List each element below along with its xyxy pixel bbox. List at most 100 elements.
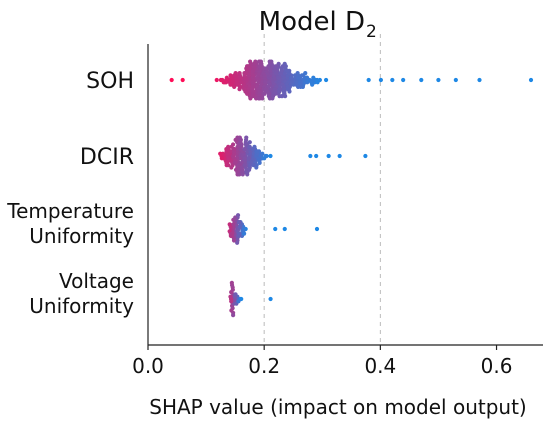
shap-point xyxy=(265,89,270,94)
shap-point xyxy=(282,61,287,66)
shap-point xyxy=(233,215,238,220)
shap-point xyxy=(257,59,262,64)
shap-point xyxy=(219,156,224,161)
shap-point xyxy=(180,77,185,83)
shap-point xyxy=(228,73,233,78)
chart-title: Model D 2 xyxy=(259,7,377,42)
shap-point xyxy=(247,140,252,145)
shap-point xyxy=(390,77,395,83)
shap-point xyxy=(226,163,231,168)
shap-point xyxy=(295,71,300,76)
shap-point xyxy=(235,213,241,218)
feature-label: DCIR xyxy=(80,145,134,170)
shap-point xyxy=(311,75,316,80)
shap-point xyxy=(232,84,237,89)
shap-point xyxy=(244,91,250,96)
shap-point xyxy=(267,59,272,64)
shap-point xyxy=(230,142,236,147)
shap-point xyxy=(270,94,276,99)
shap-point xyxy=(303,71,308,76)
shap-point xyxy=(236,299,241,304)
shap-point xyxy=(314,226,320,232)
shap-point xyxy=(285,68,290,73)
shap-point xyxy=(315,80,320,85)
shap-point xyxy=(237,71,242,76)
shap-point xyxy=(244,135,249,140)
shap-point xyxy=(337,153,342,159)
shap-point xyxy=(274,64,279,69)
shap-point xyxy=(267,96,272,101)
shap-point xyxy=(308,153,313,159)
shap-point xyxy=(242,163,247,168)
shap-point xyxy=(285,87,291,92)
shap-point xyxy=(232,147,237,152)
shap-point xyxy=(277,89,282,94)
shap-point xyxy=(304,75,309,80)
shap-point xyxy=(236,220,242,225)
shap-point xyxy=(224,75,229,80)
shap-point xyxy=(228,82,233,87)
shap-point xyxy=(268,153,273,159)
shap-point xyxy=(295,84,301,89)
shap-point xyxy=(242,87,247,92)
shap-point xyxy=(268,296,273,302)
feature-label: Uniformity xyxy=(29,224,134,248)
feature-label: Uniformity xyxy=(29,294,134,318)
shap-point xyxy=(251,61,257,66)
shap-point xyxy=(273,226,278,232)
feature-label: SOH xyxy=(86,69,134,94)
shap-point xyxy=(245,170,250,175)
shap-point xyxy=(326,153,331,159)
shap-point xyxy=(436,77,441,83)
x-tick-label: 0.4 xyxy=(364,354,396,378)
shap-point xyxy=(401,77,406,83)
shap-point xyxy=(239,80,244,85)
shap-point xyxy=(234,73,239,78)
data-points xyxy=(169,59,534,318)
shap-point xyxy=(221,80,226,85)
x-axis: 0.0 0.2 0.4 0.6 xyxy=(132,344,543,378)
shap-point xyxy=(238,137,243,142)
shap-point xyxy=(251,163,256,168)
shap-point xyxy=(366,77,371,83)
shap-point xyxy=(279,94,285,99)
shap-point xyxy=(262,156,267,161)
shap-point xyxy=(241,231,247,236)
shap-point xyxy=(244,64,250,69)
shap-point xyxy=(229,165,234,170)
shap-point xyxy=(242,147,247,152)
shap-point xyxy=(235,240,240,245)
shap-point xyxy=(218,77,223,83)
shap-point xyxy=(237,87,242,92)
shap-point xyxy=(255,149,260,154)
shap-point xyxy=(310,82,315,87)
shap-point xyxy=(227,222,232,227)
shap-point xyxy=(229,299,234,304)
shap-point xyxy=(233,292,238,297)
shap-point xyxy=(237,233,242,238)
feature-label: Voltage xyxy=(59,269,134,293)
shap-point xyxy=(233,160,238,165)
shap-point xyxy=(252,144,257,149)
chart-title-main: Model D xyxy=(259,7,365,37)
shap-point xyxy=(231,222,236,227)
shap-point xyxy=(231,313,236,318)
shap-point xyxy=(248,163,253,168)
shap-point xyxy=(229,280,234,285)
x-axis-label: SHAP value (impact on model output) xyxy=(149,395,526,419)
x-tick-label: 0.6 xyxy=(481,354,513,378)
feature-labels: SOHDCIRTemperatureUniformityVoltageUnifo… xyxy=(6,69,134,318)
shap-point xyxy=(477,77,482,83)
shap-point xyxy=(363,153,368,159)
shap-point xyxy=(257,160,262,165)
shap-point xyxy=(231,238,237,243)
shap-point xyxy=(169,77,174,83)
shap-point xyxy=(218,151,223,156)
shap-point xyxy=(226,144,231,149)
shap-point xyxy=(214,77,219,83)
shap-point xyxy=(263,66,269,71)
shap-point xyxy=(248,59,253,64)
chart-title-subscript: 2 xyxy=(366,22,377,42)
shap-point xyxy=(314,153,319,159)
